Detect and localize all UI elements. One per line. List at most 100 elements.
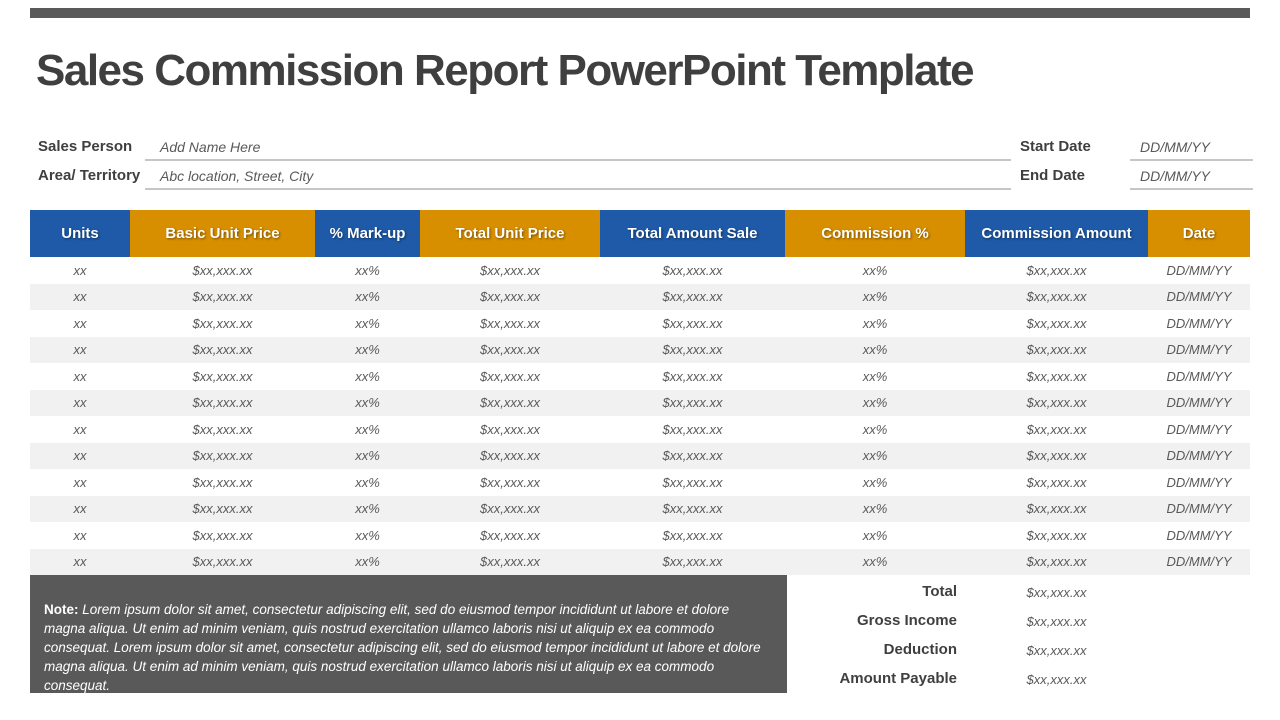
table-cell[interactable]: $xx,xxx.xx (662, 315, 723, 331)
table-cell[interactable]: $xx,xxx.xx (1026, 368, 1087, 384)
table-cell[interactable]: xx% (862, 554, 888, 570)
table-cell[interactable]: $xx,xxx.xx (662, 395, 723, 411)
table-cell[interactable]: xx% (355, 554, 380, 570)
table-cell[interactable]: DD/MM/YY (1166, 368, 1232, 384)
table-cell[interactable]: $xx,xxx.xx (192, 554, 253, 570)
table-cell[interactable]: $xx,xxx.xx (1026, 289, 1087, 305)
table-cell[interactable]: xx% (862, 501, 888, 517)
table-cell[interactable]: $xx,xxx.xx (192, 368, 253, 384)
table-cell[interactable]: xx% (355, 342, 380, 358)
table-cell[interactable]: xx (73, 395, 87, 411)
table-cell[interactable]: $xx,xxx.xx (480, 342, 540, 358)
table-cell[interactable]: $xx,xxx.xx (192, 474, 253, 490)
table-cell[interactable]: $xx,xxx.xx (480, 554, 540, 570)
table-cell[interactable]: xx% (862, 315, 888, 331)
table-cell[interactable]: xx (73, 421, 87, 437)
table-cell[interactable]: DD/MM/YY (1166, 395, 1232, 411)
table-cell[interactable]: $xx,xxx.xx (480, 395, 540, 411)
table-cell[interactable]: xx% (862, 448, 888, 464)
table-cell[interactable]: $xx,xxx.xx (480, 501, 540, 517)
table-cell[interactable]: $xx,xxx.xx (662, 342, 723, 358)
table-cell[interactable]: $xx,xxx.xx (1026, 342, 1087, 358)
table-cell[interactable]: $xx,xxx.xx (1026, 527, 1087, 543)
table-cell[interactable]: $xx,xxx.xx (662, 448, 723, 464)
table-cell[interactable]: $xx,xxx.xx (1026, 501, 1087, 517)
table-cell[interactable]: xx% (355, 368, 380, 384)
table-cell[interactable]: xx% (355, 289, 380, 305)
table-cell[interactable]: xx (73, 262, 87, 278)
table-cell[interactable]: xx% (862, 342, 888, 358)
table-cell[interactable]: xx% (862, 527, 888, 543)
table-cell[interactable]: $xx,xxx.xx (192, 289, 253, 305)
table-cell[interactable]: DD/MM/YY (1166, 289, 1232, 305)
table-cell[interactable]: xx% (862, 262, 888, 278)
table-cell[interactable]: $xx,xxx.xx (480, 421, 540, 437)
table-cell[interactable]: xx% (862, 474, 888, 490)
table-cell[interactable]: $xx,xxx.xx (192, 262, 253, 278)
table-cell[interactable]: DD/MM/YY (1166, 554, 1232, 570)
area-territory-value[interactable]: Abc location, Street, City (160, 168, 314, 184)
table-cell[interactable]: $xx,xxx.xx (192, 421, 253, 437)
table-cell[interactable]: xx% (862, 421, 888, 437)
table-cell[interactable]: xx% (862, 368, 888, 384)
sales-person-value[interactable]: Add Name Here (160, 139, 261, 155)
table-cell[interactable]: $xx,xxx.xx (1026, 474, 1087, 490)
table-cell[interactable]: $xx,xxx.xx (480, 474, 540, 490)
table-cell[interactable]: xx (73, 474, 87, 490)
table-cell[interactable]: $xx,xxx.xx (192, 342, 253, 358)
table-cell[interactable]: xx% (355, 448, 380, 464)
table-cell[interactable]: xx% (355, 395, 380, 411)
table-cell[interactable]: $xx,xxx.xx (192, 395, 253, 411)
table-cell[interactable]: $xx,xxx.xx (192, 501, 253, 517)
table-cell[interactable]: $xx,xxx.xx (662, 421, 723, 437)
table-cell[interactable]: xx% (862, 289, 888, 305)
table-cell[interactable]: DD/MM/YY (1166, 527, 1232, 543)
summary-total-value[interactable]: $xx,xxx.xx (1026, 585, 1087, 600)
table-cell[interactable]: xx (73, 527, 87, 543)
table-cell[interactable]: $xx,xxx.xx (192, 448, 253, 464)
end-date-value[interactable]: DD/MM/YY (1140, 168, 1210, 184)
table-cell[interactable]: $xx,xxx.xx (1026, 421, 1087, 437)
table-cell[interactable]: xx% (355, 315, 380, 331)
table-cell[interactable]: $xx,xxx.xx (662, 474, 723, 490)
table-cell[interactable]: $xx,xxx.xx (480, 315, 540, 331)
table-cell[interactable]: xx (73, 315, 87, 331)
summary-amount-payable-value[interactable]: $xx,xxx.xx (1026, 672, 1087, 687)
table-cell[interactable]: xx (73, 368, 87, 384)
table-cell[interactable]: DD/MM/YY (1166, 501, 1232, 517)
table-cell[interactable]: DD/MM/YY (1166, 448, 1232, 464)
table-cell[interactable]: xx% (355, 474, 380, 490)
table-cell[interactable]: $xx,xxx.xx (480, 289, 540, 305)
table-cell[interactable]: DD/MM/YY (1166, 421, 1232, 437)
table-cell[interactable]: xx% (355, 262, 380, 278)
table-cell[interactable]: xx% (355, 421, 380, 437)
table-cell[interactable]: xx (73, 501, 87, 517)
table-cell[interactable]: $xx,xxx.xx (662, 527, 723, 543)
start-date-value[interactable]: DD/MM/YY (1140, 139, 1210, 155)
table-cell[interactable]: xx (73, 342, 87, 358)
table-cell[interactable]: DD/MM/YY (1166, 262, 1232, 278)
table-cell[interactable]: $xx,xxx.xx (480, 527, 540, 543)
table-cell[interactable]: xx% (862, 395, 888, 411)
table-cell[interactable]: $xx,xxx.xx (1026, 395, 1087, 411)
table-cell[interactable]: $xx,xxx.xx (662, 501, 723, 517)
summary-deduction-value[interactable]: $xx,xxx.xx (1026, 643, 1087, 658)
table-cell[interactable]: xx% (355, 527, 380, 543)
table-cell[interactable]: $xx,xxx.xx (662, 554, 723, 570)
table-cell[interactable]: $xx,xxx.xx (662, 262, 723, 278)
table-cell[interactable]: $xx,xxx.xx (1026, 448, 1087, 464)
table-cell[interactable]: DD/MM/YY (1166, 474, 1232, 490)
table-cell[interactable]: $xx,xxx.xx (480, 448, 540, 464)
table-cell[interactable]: xx% (355, 501, 380, 517)
table-cell[interactable]: DD/MM/YY (1166, 315, 1232, 331)
table-cell[interactable]: $xx,xxx.xx (1026, 554, 1087, 570)
table-cell[interactable]: $xx,xxx.xx (480, 368, 540, 384)
table-cell[interactable]: $xx,xxx.xx (480, 262, 540, 278)
table-cell[interactable]: $xx,xxx.xx (1026, 315, 1087, 331)
table-cell[interactable]: $xx,xxx.xx (662, 289, 723, 305)
table-cell[interactable]: xx (73, 289, 87, 305)
table-cell[interactable]: $xx,xxx.xx (1026, 262, 1087, 278)
table-cell[interactable]: DD/MM/YY (1166, 342, 1232, 358)
table-cell[interactable]: $xx,xxx.xx (192, 527, 253, 543)
table-cell[interactable]: $xx,xxx.xx (192, 315, 253, 331)
